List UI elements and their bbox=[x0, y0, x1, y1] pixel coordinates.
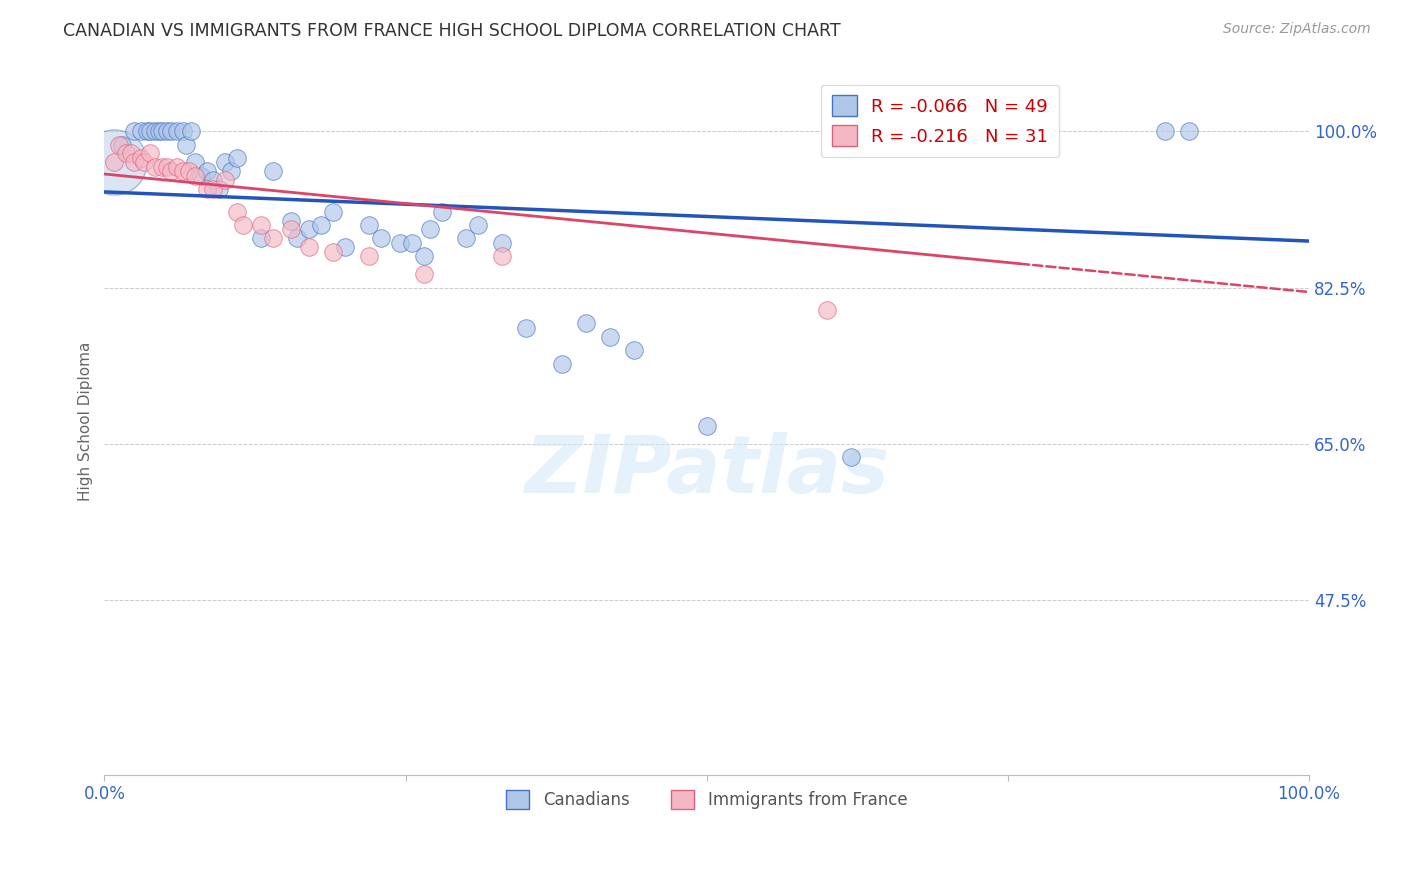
Text: ZIPatlas: ZIPatlas bbox=[524, 432, 889, 510]
Point bbox=[166, 124, 188, 138]
Point bbox=[159, 124, 181, 138]
Point bbox=[124, 124, 146, 138]
Point bbox=[298, 222, 321, 236]
Point bbox=[135, 124, 157, 138]
Point bbox=[412, 249, 434, 263]
Point bbox=[177, 164, 200, 178]
Point bbox=[309, 218, 332, 232]
Point bbox=[419, 222, 441, 236]
Point bbox=[166, 160, 188, 174]
Point bbox=[285, 231, 308, 245]
Point bbox=[180, 124, 202, 138]
Point bbox=[172, 164, 194, 178]
Point bbox=[219, 164, 242, 178]
Point bbox=[108, 137, 131, 152]
Y-axis label: High School Diploma: High School Diploma bbox=[79, 342, 93, 501]
Point bbox=[370, 231, 392, 245]
Point bbox=[225, 151, 247, 165]
Point bbox=[262, 164, 284, 178]
Point bbox=[139, 146, 162, 161]
Point bbox=[491, 249, 513, 263]
Point bbox=[322, 204, 344, 219]
Point bbox=[201, 182, 224, 196]
Point bbox=[214, 173, 236, 187]
Point bbox=[491, 235, 513, 250]
Point bbox=[575, 316, 598, 330]
Point bbox=[815, 302, 838, 317]
Point bbox=[143, 160, 166, 174]
Point bbox=[430, 204, 453, 219]
Point bbox=[129, 151, 152, 165]
Point bbox=[623, 343, 645, 358]
Point bbox=[599, 330, 621, 344]
Point bbox=[148, 124, 170, 138]
Point bbox=[190, 169, 212, 183]
Point bbox=[412, 267, 434, 281]
Point bbox=[280, 213, 302, 227]
Point bbox=[103, 155, 125, 169]
Point bbox=[696, 419, 718, 434]
Point bbox=[298, 240, 321, 254]
Point bbox=[139, 124, 162, 138]
Point bbox=[280, 222, 302, 236]
Point bbox=[551, 357, 574, 371]
Point bbox=[156, 124, 179, 138]
Point bbox=[201, 173, 224, 187]
Point bbox=[322, 244, 344, 259]
Point bbox=[250, 218, 273, 232]
Point bbox=[156, 160, 179, 174]
Point bbox=[150, 160, 173, 174]
Point bbox=[388, 235, 411, 250]
Point bbox=[115, 146, 138, 161]
Point bbox=[143, 124, 166, 138]
Point bbox=[335, 240, 357, 254]
Text: Source: ZipAtlas.com: Source: ZipAtlas.com bbox=[1223, 22, 1371, 37]
Point bbox=[129, 124, 152, 138]
Point bbox=[176, 137, 198, 152]
Legend: Canadians, Immigrants from France: Canadians, Immigrants from France bbox=[499, 783, 914, 816]
Point bbox=[467, 218, 489, 232]
Point bbox=[195, 182, 218, 196]
Point bbox=[159, 164, 181, 178]
Point bbox=[172, 124, 194, 138]
Point bbox=[225, 204, 247, 219]
Point bbox=[103, 155, 125, 169]
Point bbox=[250, 231, 273, 245]
Text: CANADIAN VS IMMIGRANTS FROM FRANCE HIGH SCHOOL DIPLOMA CORRELATION CHART: CANADIAN VS IMMIGRANTS FROM FRANCE HIGH … bbox=[63, 22, 841, 40]
Point bbox=[359, 249, 381, 263]
Point bbox=[195, 164, 218, 178]
Point bbox=[839, 450, 862, 465]
Point bbox=[1153, 124, 1175, 138]
Point bbox=[359, 218, 381, 232]
Point bbox=[184, 155, 207, 169]
Point bbox=[1008, 124, 1031, 138]
Point bbox=[124, 155, 146, 169]
Point bbox=[515, 320, 537, 334]
Point bbox=[401, 235, 423, 250]
Point bbox=[120, 146, 142, 161]
Point bbox=[1177, 124, 1199, 138]
Point bbox=[262, 231, 284, 245]
Point bbox=[134, 155, 156, 169]
Point bbox=[150, 124, 173, 138]
Point bbox=[214, 155, 236, 169]
Point bbox=[232, 218, 254, 232]
Point bbox=[184, 169, 207, 183]
Point bbox=[111, 137, 134, 152]
Point bbox=[208, 182, 231, 196]
Point bbox=[454, 231, 477, 245]
